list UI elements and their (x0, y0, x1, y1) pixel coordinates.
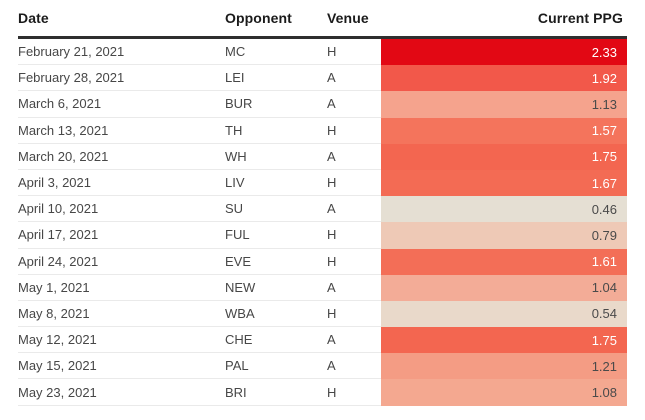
date-cell: May 1, 2021 (18, 275, 225, 301)
opponent-cell: SU (225, 196, 327, 223)
table-row: February 21, 2021 MC H 2.33 (18, 39, 627, 66)
table-row: March 6, 2021 BUR A 1.13 (18, 91, 627, 118)
venue-cell: H (327, 301, 381, 328)
ppg-cell: 1.04 (381, 274, 627, 301)
ppg-cell: 1.67 (381, 169, 627, 197)
opponent-cell: TH (225, 118, 327, 144)
ppg-cell: 1.75 (381, 143, 627, 170)
venue-cell: H (327, 39, 381, 66)
date-cell: May 8, 2021 (18, 301, 225, 328)
opponent-cell: CHE (225, 327, 327, 354)
opponent-cell: LIV (225, 170, 327, 197)
table-row: March 20, 2021 WH A 1.75 (18, 143, 627, 170)
date-cell: February 28, 2021 (18, 65, 225, 92)
table-row: April 3, 2021 LIV H 1.67 (18, 169, 627, 197)
table-row: May 12, 2021 CHE A 1.75 (18, 327, 627, 354)
venue-cell: A (327, 275, 381, 301)
date-cell: March 6, 2021 (18, 91, 225, 118)
ppg-cell: 1.75 (381, 327, 627, 354)
ppg-cell: 1.57 (381, 117, 627, 144)
opponent-cell: NEW (225, 275, 327, 301)
table-row: May 15, 2021 PAL A 1.21 (18, 353, 627, 380)
venue-cell: A (327, 91, 381, 118)
venue-cell: H (327, 170, 381, 197)
venue-cell: A (327, 65, 381, 92)
opponent-cell: WH (225, 144, 327, 170)
ppg-table: Date Opponent Venue Current PPG February… (18, 0, 627, 406)
ppg-cell: 2.33 (381, 39, 627, 66)
venue-cell: A (327, 327, 381, 354)
ppg-cell: 1.61 (381, 248, 627, 275)
opponent-cell: FUL (225, 222, 327, 249)
date-cell: May 12, 2021 (18, 327, 225, 354)
date-cell: February 21, 2021 (18, 39, 225, 66)
date-cell: April 3, 2021 (18, 170, 225, 197)
date-cell: May 23, 2021 (18, 379, 225, 406)
table-row: April 17, 2021 FUL H 0.79 (18, 222, 627, 249)
date-cell: March 20, 2021 (18, 144, 225, 170)
table-row: March 13, 2021 TH H 1.57 (18, 117, 627, 144)
opponent-cell: BUR (225, 91, 327, 118)
opponent-cell: WBA (225, 301, 327, 328)
table-body: February 21, 2021 MC H 2.33 February 28,… (18, 39, 627, 406)
opponent-cell: PAL (225, 353, 327, 380)
column-header-opponent: Opponent (225, 10, 292, 26)
ppg-cell: 1.08 (381, 379, 627, 406)
table-row: May 1, 2021 NEW A 1.04 (18, 274, 627, 301)
table-row: May 8, 2021 WBA H 0.54 (18, 300, 627, 328)
date-cell: March 13, 2021 (18, 118, 225, 144)
date-cell: April 17, 2021 (18, 222, 225, 249)
venue-cell: A (327, 196, 381, 223)
date-cell: April 24, 2021 (18, 249, 225, 275)
table-row: April 10, 2021 SU A 0.46 (18, 196, 627, 223)
ppg-cell: 0.46 (381, 196, 627, 223)
column-header-date: Date (18, 10, 49, 26)
venue-cell: A (327, 144, 381, 170)
ppg-cell: 0.54 (381, 300, 627, 328)
opponent-cell: EVE (225, 249, 327, 275)
venue-cell: H (327, 379, 381, 406)
opponent-cell: BRI (225, 379, 327, 406)
venue-cell: H (327, 222, 381, 249)
column-header-current-ppg: Current PPG (537, 10, 623, 26)
table-row: April 24, 2021 EVE H 1.61 (18, 248, 627, 275)
date-cell: May 15, 2021 (18, 353, 225, 380)
table-row: February 28, 2021 LEI A 1.92 (18, 65, 627, 92)
opponent-cell: MC (225, 39, 327, 66)
ppg-cell: 1.21 (381, 353, 627, 380)
venue-cell: A (327, 353, 381, 380)
table-header-row: Date Opponent Venue Current PPG (18, 0, 627, 39)
venue-cell: H (327, 118, 381, 144)
column-header-venue: Venue (327, 10, 369, 26)
ppg-cell: 0.79 (381, 222, 627, 249)
opponent-cell: LEI (225, 65, 327, 92)
date-cell: April 10, 2021 (18, 196, 225, 223)
venue-cell: H (327, 249, 381, 275)
ppg-cell: 1.13 (381, 91, 627, 118)
table-row: May 23, 2021 BRI H 1.08 (18, 379, 627, 406)
ppg-cell: 1.92 (381, 65, 627, 92)
